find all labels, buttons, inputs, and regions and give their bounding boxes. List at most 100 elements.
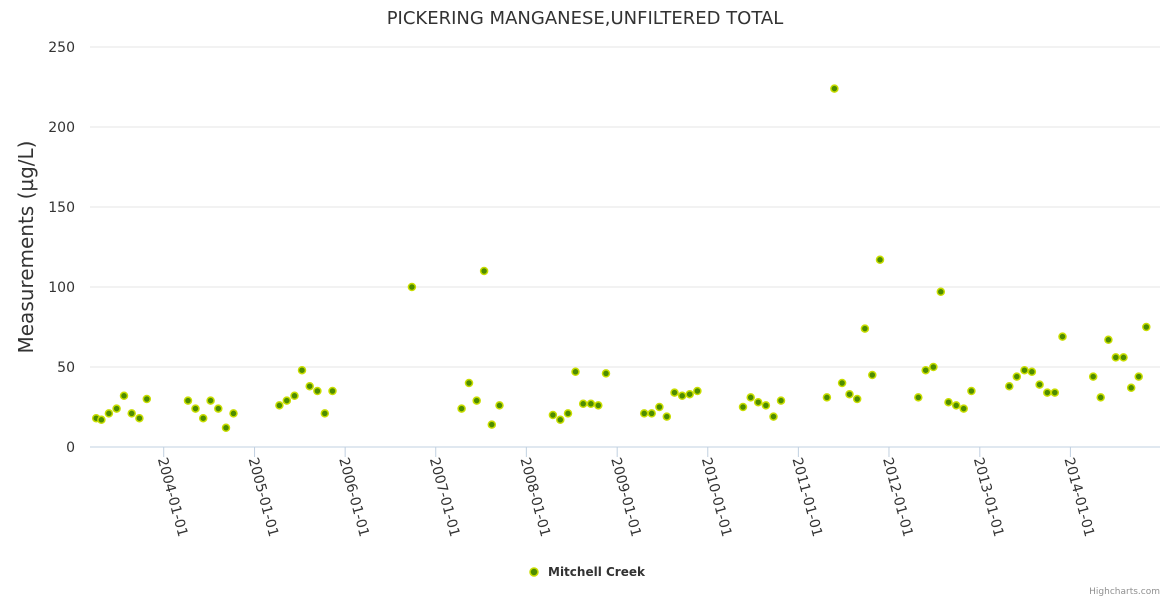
data-point[interactable] [407,282,417,292]
data-point[interactable] [845,389,854,399]
data-point[interactable] [959,404,968,413]
data-point[interactable] [563,409,573,418]
data-point[interactable] [320,409,330,418]
data-point[interactable] [1134,372,1143,381]
y-tick-label: 50 [57,360,75,376]
data-point[interactable] [647,409,656,418]
data-point[interactable] [914,393,923,402]
data-point[interactable] [1027,367,1037,377]
data-point[interactable] [944,397,953,407]
data-point[interactable] [753,397,763,407]
data-point[interactable] [601,369,611,378]
data-point[interactable] [142,394,152,404]
data-point[interactable] [1119,353,1128,362]
data-point[interactable] [685,389,694,399]
y-tick-label: 150 [48,200,75,216]
data-point[interactable] [97,415,106,425]
data-point[interactable] [183,396,193,405]
data-point[interactable] [313,386,322,396]
data-point[interactable] [479,266,489,276]
y-axis-label: Measurements (µg/L) [14,141,38,354]
data-point[interactable] [693,386,702,396]
data-point[interactable] [282,396,292,405]
legend[interactable]: Mitchell Creek [529,565,646,579]
data-point[interactable] [837,378,847,388]
data-point[interactable] [112,404,121,413]
data-point[interactable] [119,391,129,401]
legend-marker[interactable] [529,567,539,577]
data-point[interactable] [297,365,307,375]
data-point[interactable] [746,393,755,402]
data-point[interactable] [1104,335,1113,345]
data-point[interactable] [1126,383,1136,393]
data-point[interactable] [578,399,588,409]
data-point[interactable] [104,409,114,418]
data-point[interactable] [1096,393,1105,402]
data-point[interactable] [738,402,748,412]
data-point[interactable] [1043,388,1052,397]
data-point[interactable] [1088,372,1098,381]
data-point[interactable] [677,391,687,401]
y-tick-label: 250 [48,40,75,56]
series-mitchell-creek[interactable] [91,84,1151,433]
data-point[interactable] [472,396,481,405]
data-point[interactable] [135,413,144,423]
data-point[interactable] [571,367,580,377]
data-point[interactable] [639,409,649,418]
data-point[interactable] [1035,380,1044,389]
legend-label-mitchell-creek[interactable]: Mitchell Creek [548,565,646,579]
data-point[interactable] [1058,332,1067,341]
data-point[interactable] [670,388,679,397]
data-point[interactable] [548,410,558,420]
data-point[interactable] [868,370,877,380]
data-point[interactable] [860,324,870,333]
data-point[interactable] [229,409,238,418]
data-point[interactable] [830,84,839,93]
data-point[interactable] [495,401,504,410]
data-point[interactable] [1020,365,1029,375]
data-point[interactable] [776,396,786,405]
y-gridlines [90,46,1160,368]
data-point[interactable] [769,412,778,421]
data-point[interactable] [1005,381,1014,391]
data-point[interactable] [305,381,314,391]
data-point[interactable] [328,386,337,396]
credits-link[interactable]: Highcharts.com [1089,587,1160,597]
data-point[interactable] [822,393,832,402]
data-point[interactable] [586,399,596,409]
data-point[interactable] [761,401,771,410]
y-tick-labels: 0 50 100 150 200 250 [48,40,75,456]
data-point[interactable] [875,255,885,265]
data-point[interactable] [198,413,208,423]
data-point[interactable] [214,404,223,413]
data-point[interactable] [852,394,862,404]
data-point[interactable] [487,420,497,429]
data-point[interactable] [967,386,976,396]
data-point[interactable] [127,409,136,418]
data-point[interactable] [191,404,200,413]
data-point[interactable] [921,365,930,375]
chart-title: PICKERING MANGANESE,UNFILTERED TOTAL [387,8,784,29]
data-point[interactable] [1111,353,1121,362]
y-tick-label: 0 [66,440,75,456]
data-point[interactable] [556,415,565,425]
data-point[interactable] [457,404,466,413]
data-point[interactable] [1142,322,1151,332]
data-point[interactable] [464,378,474,388]
data-point[interactable] [936,287,946,297]
y-tick-label: 200 [48,120,75,136]
data-point[interactable] [206,396,215,405]
data-point[interactable] [662,412,672,421]
data-point[interactable] [1050,388,1060,397]
data-point[interactable] [1012,372,1022,381]
data-point[interactable] [290,391,299,401]
data-point[interactable] [275,401,284,410]
data-point[interactable] [951,401,961,410]
data-point[interactable] [655,402,664,412]
y-tick-label: 100 [48,280,75,296]
data-point[interactable] [929,362,938,372]
data-point[interactable] [221,423,231,433]
data-point[interactable] [594,401,603,410]
